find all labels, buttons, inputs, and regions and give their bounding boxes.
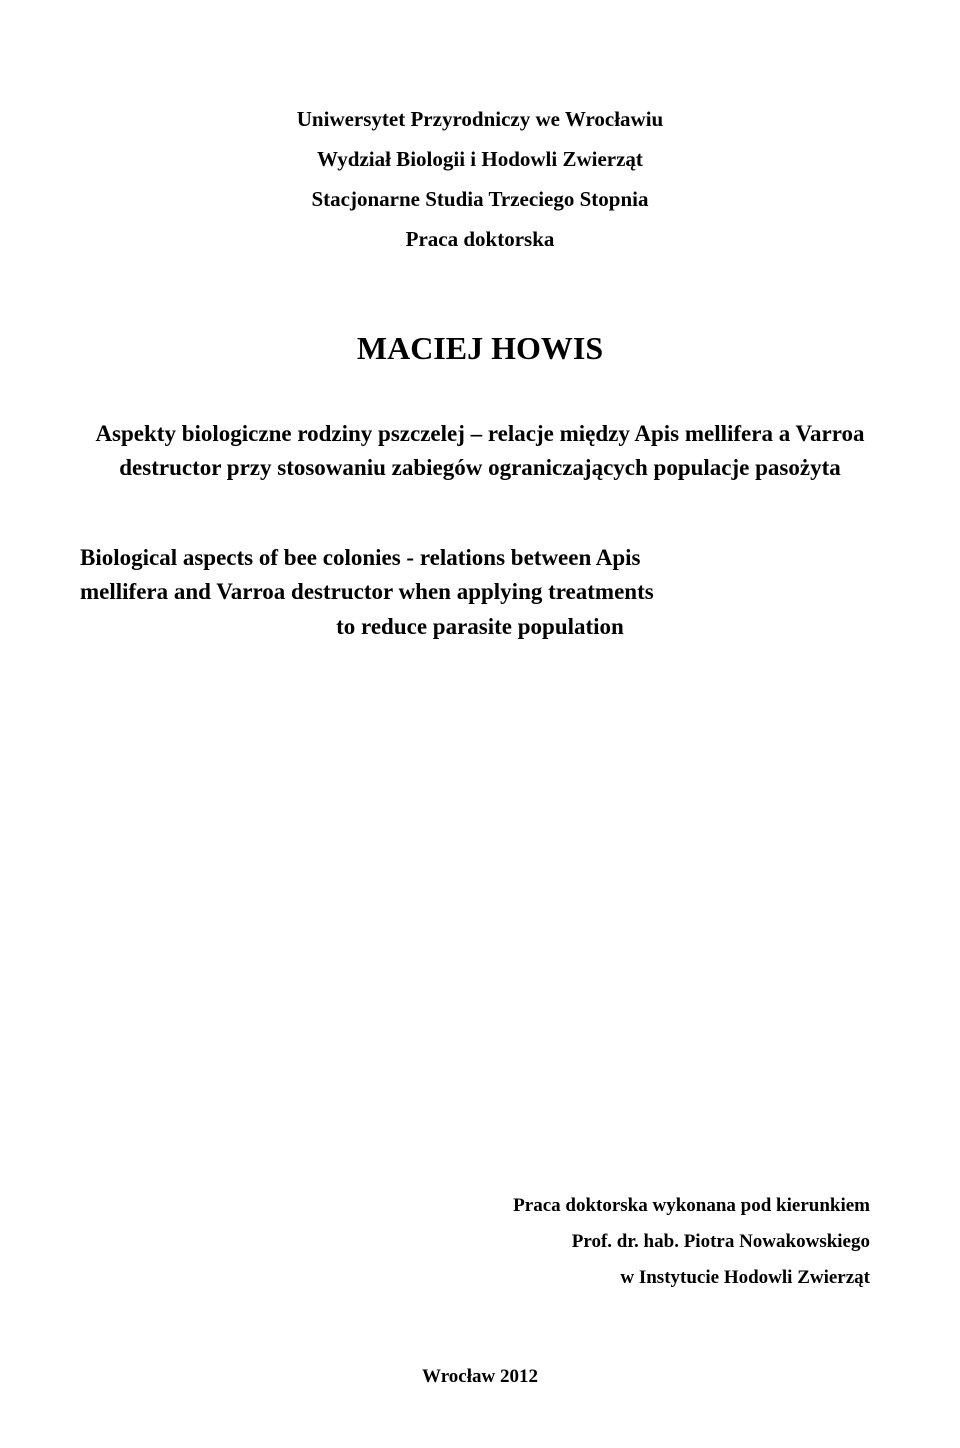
header-block: Uniwersytet Przyrodniczy we Wrocławiu Wy… <box>80 100 880 260</box>
title-en-line1: Biological aspects of bee colonies - rel… <box>80 545 640 570</box>
advisor-line2: Prof. dr. hab. Piotra Nowakowskiego <box>80 1224 870 1260</box>
author-name: MACIEJ HOWIS <box>80 330 880 367</box>
program-name: Stacjonarne Studia Trzeciego Stopnia <box>80 180 880 220</box>
advisor-block: Praca doktorska wykonana pod kierunkiem … <box>80 1188 880 1296</box>
footer-year: Wrocław 2012 <box>80 1366 880 1388</box>
advisor-line3: w Instytucie Hodowli Zwierząt <box>80 1260 870 1296</box>
title-english: Biological aspects of bee colonies - rel… <box>80 541 880 645</box>
document-type: Praca doktorska <box>80 220 880 260</box>
university-name: Uniwersytet Przyrodniczy we Wrocławiu <box>80 100 880 140</box>
title-en-line2: mellifera and Varroa destructor when app… <box>80 579 654 604</box>
title-polish: Aspekty biologiczne rodziny pszczelej – … <box>80 417 880 486</box>
title-en-line3: to reduce parasite population <box>80 610 880 645</box>
advisor-line1: Praca doktorska wykonana pod kierunkiem <box>80 1188 870 1224</box>
faculty-name: Wydział Biologii i Hodowli Zwierząt <box>80 140 880 180</box>
